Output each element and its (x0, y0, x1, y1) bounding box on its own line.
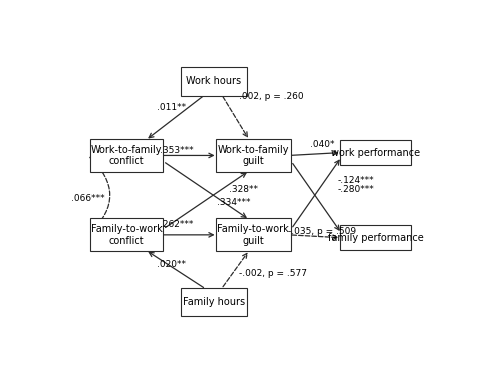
FancyBboxPatch shape (340, 225, 411, 250)
Text: Work-to-family
guilt: Work-to-family guilt (218, 145, 289, 166)
Text: Work hours: Work hours (186, 76, 241, 86)
FancyBboxPatch shape (90, 139, 163, 172)
FancyBboxPatch shape (216, 218, 291, 252)
Text: .066***: .066*** (71, 194, 104, 202)
FancyBboxPatch shape (216, 139, 291, 172)
Text: -.035, p = .509: -.035, p = .509 (288, 227, 356, 236)
Text: Family-to-work
conflict: Family-to-work conflict (90, 224, 162, 246)
Text: .328**: .328** (229, 185, 258, 194)
FancyBboxPatch shape (180, 67, 246, 96)
Text: Family-to-work
guilt: Family-to-work guilt (218, 224, 289, 246)
Text: Family hours: Family hours (182, 297, 244, 307)
Text: Work-to-family
conflict: Work-to-family conflict (90, 145, 162, 166)
FancyBboxPatch shape (180, 288, 246, 316)
Text: .020**: .020** (158, 260, 186, 269)
Text: -.280***: -.280*** (338, 185, 374, 194)
Text: .353***: .353*** (160, 146, 194, 155)
Text: family performance: family performance (328, 233, 424, 243)
Text: .040*: .040* (310, 140, 334, 149)
Text: work performance: work performance (331, 147, 420, 158)
Text: -.002, p = .577: -.002, p = .577 (239, 268, 307, 278)
Text: -.124***: -.124*** (338, 176, 374, 185)
FancyBboxPatch shape (340, 140, 411, 165)
Text: .011**: .011** (158, 103, 186, 112)
Text: .002, p = .260: .002, p = .260 (239, 93, 304, 102)
Text: .334***: .334*** (218, 198, 251, 207)
Text: .262***: .262*** (160, 219, 194, 228)
FancyBboxPatch shape (90, 218, 163, 252)
FancyArrowPatch shape (90, 158, 110, 232)
